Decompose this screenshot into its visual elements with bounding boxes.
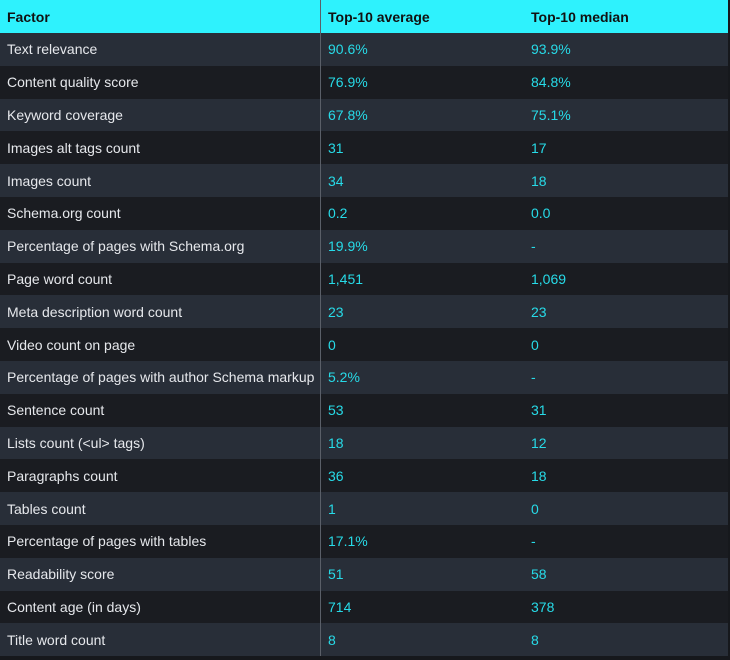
cell-factor: Sentence count <box>0 393 321 427</box>
cell-factor: Paragraphs count <box>0 459 321 493</box>
cell-median: - <box>524 524 728 558</box>
table-row: Page word count 1,451 1,069 <box>0 262 728 296</box>
cell-median: 93.9% <box>524 33 728 66</box>
cell-factor: Page word count <box>0 262 321 296</box>
cell-median: - <box>524 360 728 394</box>
cell-median: 18 <box>524 164 728 197</box>
cell-factor: Schema.org count <box>0 196 321 230</box>
cell-median: 0 <box>524 492 728 525</box>
cell-median: 75.1% <box>524 98 728 132</box>
cell-average: 53 <box>320 393 524 427</box>
cell-median: 23 <box>524 295 728 329</box>
table-row: Images count 34 18 <box>0 164 728 197</box>
cell-factor: Percentage of pages with author Schema m… <box>0 360 321 394</box>
table-row: Percentage of pages with author Schema m… <box>0 360 728 394</box>
cell-factor: Content age (in days) <box>0 590 321 624</box>
cell-factor: Tables count <box>0 492 321 525</box>
cell-factor: Text relevance <box>0 33 321 66</box>
cell-average: 17.1% <box>320 524 524 558</box>
cell-median: 1,069 <box>524 262 728 296</box>
cell-factor: Meta description word count <box>0 295 321 329</box>
cell-average: 5.2% <box>320 360 524 394</box>
cell-median: 0 <box>524 328 728 361</box>
cell-average: 714 <box>320 590 524 624</box>
cell-average: 76.9% <box>320 65 524 99</box>
table-row: Images alt tags count 31 17 <box>0 131 728 165</box>
cell-factor: Video count on page <box>0 328 321 361</box>
cell-average: 31 <box>320 131 524 165</box>
cell-factor: Images count <box>0 164 321 197</box>
cell-factor: Content quality score <box>0 65 321 99</box>
header-median: Top-10 median <box>524 0 728 33</box>
cell-factor: Keyword coverage <box>0 98 321 132</box>
cell-median: - <box>524 229 728 263</box>
cell-average: 34 <box>320 164 524 197</box>
cell-factor: Lists count (<ul> tags) <box>0 426 321 460</box>
cell-median: 17 <box>524 131 728 165</box>
table-row: Lists count (<ul> tags) 18 12 <box>0 426 728 460</box>
table-row: Schema.org count 0.2 0.0 <box>0 196 728 230</box>
cell-median: 8 <box>524 623 728 657</box>
cell-factor: Readability score <box>0 557 321 591</box>
header-factor: Factor <box>0 0 321 33</box>
cell-factor: Title word count <box>0 623 321 657</box>
header-average: Top-10 average <box>320 0 524 33</box>
table-row: Meta description word count 23 23 <box>0 295 728 329</box>
table-row: Content age (in days) 714 378 <box>0 590 728 624</box>
cell-average: 8 <box>320 623 524 657</box>
cell-median: 84.8% <box>524 65 728 99</box>
table-row: Content quality score 76.9% 84.8% <box>0 65 728 99</box>
cell-average: 18 <box>320 426 524 460</box>
cell-average: 51 <box>320 557 524 591</box>
cell-median: 378 <box>524 590 728 624</box>
table-row: Video count on page 0 0 <box>0 328 728 361</box>
cell-median: 58 <box>524 557 728 591</box>
cell-average: 67.8% <box>320 98 524 132</box>
cell-median: 12 <box>524 426 728 460</box>
cell-average: 0 <box>320 328 524 361</box>
cell-median: 18 <box>524 459 728 493</box>
table-row: Text relevance 90.6% 93.9% <box>0 33 728 66</box>
cell-average: 36 <box>320 459 524 493</box>
table-row: Tables count 1 0 <box>0 492 728 525</box>
cell-average: 1,451 <box>320 262 524 296</box>
cell-median: 31 <box>524 393 728 427</box>
table-row: Paragraphs count 36 18 <box>0 459 728 493</box>
table-row: Sentence count 53 31 <box>0 393 728 427</box>
cell-average: 1 <box>320 492 524 525</box>
header-row: Factor Top-10 average Top-10 median <box>0 0 728 33</box>
cell-median: 0.0 <box>524 196 728 230</box>
table-row: Percentage of pages with tables 17.1% - <box>0 524 728 558</box>
table-row: Readability score 51 58 <box>0 557 728 591</box>
table-row: Keyword coverage 67.8% 75.1% <box>0 98 728 132</box>
cell-average: 0.2 <box>320 196 524 230</box>
cell-factor: Percentage of pages with tables <box>0 524 321 558</box>
cell-factor: Images alt tags count <box>0 131 321 165</box>
cell-average: 23 <box>320 295 524 329</box>
cell-factor: Percentage of pages with Schema.org <box>0 229 321 263</box>
table-row: Title word count 8 8 <box>0 623 728 657</box>
cell-average: 19.9% <box>320 229 524 263</box>
cell-average: 90.6% <box>320 33 524 66</box>
table-row: Percentage of pages with Schema.org 19.9%… <box>0 229 728 263</box>
